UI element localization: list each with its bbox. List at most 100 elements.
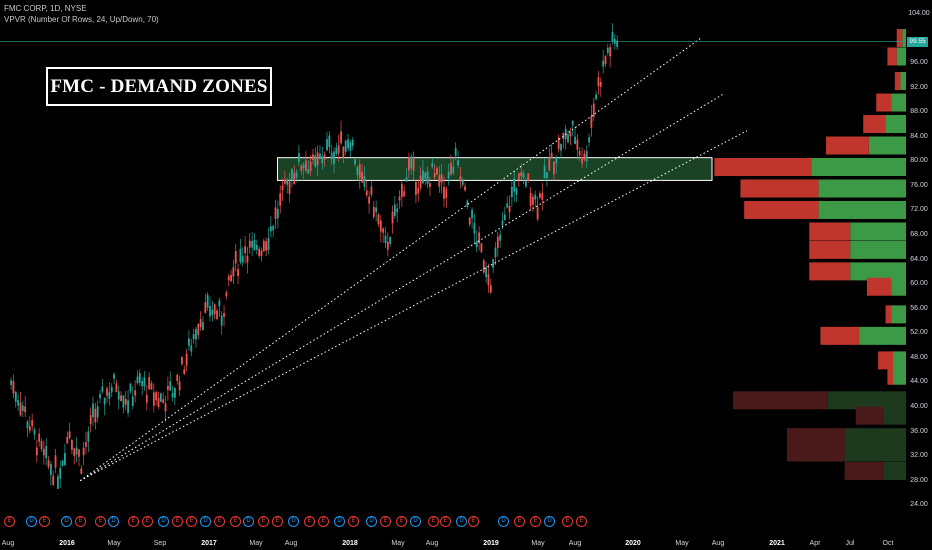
candle-body <box>157 398 160 407</box>
dividend-marker[interactable]: D <box>498 516 509 527</box>
dividend-marker[interactable]: D <box>366 516 377 527</box>
time-axis-label: Jul <box>845 540 855 547</box>
time-axis-label: 2018 <box>342 540 358 547</box>
earnings-marker[interactable]: E <box>272 516 283 527</box>
dividend-marker[interactable]: D <box>410 516 421 527</box>
earnings-marker[interactable]: E <box>530 516 541 527</box>
volume-profile-up-bar <box>827 391 906 410</box>
volume-profile-up-bar <box>892 351 906 370</box>
candle-body <box>496 236 499 248</box>
candle-body <box>174 388 176 398</box>
candle-body <box>487 274 490 286</box>
indicator-legend[interactable]: VPVR (Number Of Rows, 24, Up/Down, 70) <box>4 15 159 24</box>
time-axis-label: 2017 <box>201 540 217 547</box>
candle-body <box>354 159 356 165</box>
time-axis-label: May <box>531 540 545 547</box>
candle-body <box>283 179 286 184</box>
title-annotation-box[interactable]: FMC - DEMAND ZONES <box>46 67 272 106</box>
symbol-header[interactable]: FMC CORP, 1D, NYSE <box>4 4 87 13</box>
dividend-marker[interactable]: D <box>158 516 169 527</box>
earnings-marker[interactable]: E <box>440 516 451 527</box>
candle-body <box>197 323 200 336</box>
earnings-marker[interactable]: E <box>304 516 315 527</box>
volume-profile-up-bar <box>844 443 906 462</box>
candle-body <box>365 190 368 196</box>
earnings-marker[interactable]: E <box>396 516 407 527</box>
candle-body <box>316 152 319 166</box>
earnings-marker[interactable]: E <box>214 516 225 527</box>
candle-body <box>17 400 20 406</box>
dividend-marker[interactable]: D <box>288 516 299 527</box>
candle-body <box>117 391 120 400</box>
candle-body <box>124 398 127 405</box>
earnings-marker[interactable]: E <box>172 516 183 527</box>
candle-body <box>73 448 76 457</box>
earnings-marker[interactable]: E <box>562 516 573 527</box>
candle-body <box>227 276 230 281</box>
earnings-marker[interactable]: E <box>95 516 106 527</box>
candle-body <box>534 194 537 200</box>
volume-profile-down-bar <box>826 136 869 155</box>
candle-body <box>309 162 312 172</box>
volume-profile-up-bar <box>891 277 906 296</box>
earnings-marker[interactable]: E <box>348 516 359 527</box>
candle-body <box>494 247 497 258</box>
candle-body <box>347 139 349 149</box>
earnings-marker[interactable]: E <box>142 516 153 527</box>
candle-body <box>321 156 324 164</box>
candle-body <box>279 193 282 206</box>
candle-body <box>492 259 495 268</box>
candle-body <box>24 406 27 413</box>
volume-profile-down-bar <box>885 305 892 324</box>
earnings-marker[interactable]: E <box>576 516 587 527</box>
earnings-marker[interactable]: E <box>230 516 241 527</box>
earnings-marker[interactable]: E <box>186 516 197 527</box>
candle-body <box>89 415 92 424</box>
price-axis-label: 52.00 <box>910 329 928 337</box>
candle-body <box>148 377 151 390</box>
candle-body <box>611 31 614 42</box>
volume-profile-down-bar <box>786 428 845 447</box>
earnings-marker[interactable]: E <box>428 516 439 527</box>
dividend-marker[interactable]: D <box>334 516 345 527</box>
candle-body <box>96 406 99 418</box>
candle-body <box>550 152 553 159</box>
earnings-marker[interactable]: E <box>4 516 15 527</box>
dividend-marker[interactable]: D <box>108 516 119 527</box>
dividend-marker[interactable]: D <box>61 516 72 527</box>
candle-body <box>237 269 239 276</box>
candle-body <box>199 319 202 328</box>
candle-body <box>368 196 371 204</box>
candle-body <box>517 173 520 180</box>
dividend-marker[interactable]: D <box>456 516 467 527</box>
candle-body <box>560 143 562 151</box>
candle-body <box>42 448 45 456</box>
dividend-marker[interactable]: D <box>200 516 211 527</box>
dividend-marker[interactable]: D <box>26 516 37 527</box>
price-axis-label: 96.00 <box>910 59 928 67</box>
earnings-marker[interactable]: E <box>468 516 479 527</box>
candle-body <box>370 186 373 195</box>
candle-body <box>457 160 459 166</box>
candle-body <box>178 381 181 391</box>
dividend-marker[interactable]: D <box>243 516 254 527</box>
time-axis-label: May <box>675 540 689 547</box>
dividend-marker[interactable]: D <box>544 516 555 527</box>
earnings-marker[interactable]: E <box>128 516 139 527</box>
candle-body <box>590 116 593 128</box>
candle-body <box>155 392 158 401</box>
candle-body <box>12 381 15 394</box>
earnings-marker[interactable]: E <box>258 516 269 527</box>
candle-body <box>429 183 431 187</box>
earnings-marker[interactable]: E <box>318 516 329 527</box>
candle-body <box>110 386 113 393</box>
candle-body <box>398 196 401 201</box>
candle-body <box>138 373 141 383</box>
earnings-marker[interactable]: E <box>380 516 391 527</box>
price-axis-label: 40.00 <box>910 402 928 410</box>
earnings-marker[interactable]: E <box>39 516 50 527</box>
earnings-marker[interactable]: E <box>75 516 86 527</box>
earnings-marker[interactable]: E <box>514 516 525 527</box>
candle-body <box>281 185 284 191</box>
